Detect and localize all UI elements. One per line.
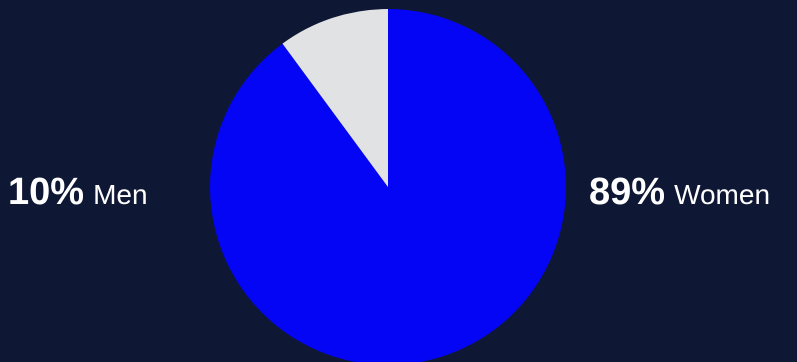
men-label: 10% Men xyxy=(8,173,148,211)
men-percent: 10% xyxy=(8,171,85,213)
women-name: Women xyxy=(674,179,771,210)
pie-slice-women xyxy=(209,9,566,362)
pie-slice-men xyxy=(282,8,388,187)
men-name: Men xyxy=(93,179,148,210)
women-label: 89% Women xyxy=(589,173,770,211)
pie-slices xyxy=(209,8,566,362)
women-percent: 89% xyxy=(589,171,666,213)
